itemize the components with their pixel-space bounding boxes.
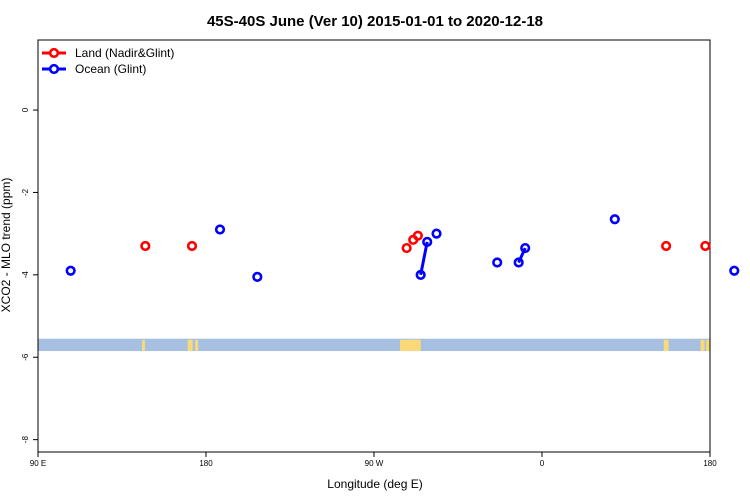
x-axis-label: Longitude (deg E) <box>327 477 422 491</box>
chart-title: 45S-40S June (Ver 10) 2015-01-01 to 2020… <box>207 13 543 30</box>
data-point <box>140 240 151 252</box>
data-point <box>700 240 711 252</box>
y-tick-label: -2 <box>21 188 30 196</box>
legend: Land (Nadir&Glint) Ocean (Glint) <box>42 46 174 76</box>
land-patch <box>187 339 193 352</box>
plot-area <box>37 39 711 453</box>
series-0 <box>140 230 711 254</box>
y-tick-label: -8 <box>21 436 30 444</box>
y-axis: 0 -2 -4 -6 -8 <box>21 107 38 443</box>
legend-marker <box>48 63 60 75</box>
data-point <box>492 257 503 268</box>
land-patch <box>195 339 199 352</box>
legend-label: Ocean (Glint) <box>75 62 146 76</box>
x-tick-label: 0 <box>540 459 545 468</box>
x-tick-label: 180 <box>703 459 717 468</box>
data-point <box>412 230 423 241</box>
data-point <box>609 214 620 225</box>
data-point <box>252 271 263 283</box>
data-point <box>661 240 672 252</box>
data-point <box>415 269 426 280</box>
data-point <box>431 228 442 239</box>
y-axis-label: XCO2 - MLO trend (ppm) <box>0 178 13 313</box>
land-patch <box>665 339 669 352</box>
land-patch <box>706 339 711 352</box>
y-tick-label: 0 <box>21 107 30 112</box>
y-tick-label: -4 <box>21 271 30 279</box>
data-point <box>520 242 531 254</box>
ocean-band <box>38 338 710 352</box>
geographic-strip <box>38 338 711 352</box>
series-1 <box>65 214 740 283</box>
legend-label: Land (Nadir&Glint) <box>75 46 174 60</box>
x-tick-label: 90 W <box>365 459 384 468</box>
x-axis: 90 E 180 90 W 0 180 <box>30 452 717 468</box>
data-point <box>186 240 198 252</box>
series-line <box>419 241 429 276</box>
land-patch <box>700 339 705 352</box>
land-patch <box>416 339 421 352</box>
data-point <box>214 224 226 235</box>
x-tick-label: 180 <box>199 459 213 468</box>
x-tick-label: 90 E <box>30 459 46 468</box>
data-point <box>422 236 433 247</box>
series-layer <box>65 214 740 283</box>
data-point <box>513 257 524 268</box>
data-point <box>65 265 76 276</box>
data-point <box>401 242 412 254</box>
legend-marker <box>48 47 60 59</box>
y-tick-label: -6 <box>21 353 30 361</box>
land-patch <box>141 339 145 352</box>
data-point <box>729 265 740 276</box>
